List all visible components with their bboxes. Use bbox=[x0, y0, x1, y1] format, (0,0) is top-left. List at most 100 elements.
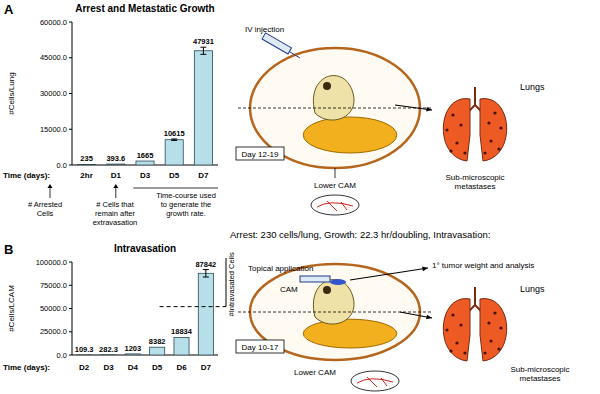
data-label: 109.3 bbox=[75, 345, 94, 354]
diagram-label: Day 12-19 bbox=[242, 150, 279, 159]
metastasis-dot bbox=[483, 351, 486, 354]
arrow-head bbox=[48, 184, 53, 188]
metastasis-dot bbox=[459, 323, 462, 326]
diagram-label: Lower CAM bbox=[314, 181, 356, 190]
y-axis bbox=[72, 262, 73, 355]
text-line: # Arrested bbox=[28, 200, 62, 209]
metastasis-dot bbox=[445, 128, 448, 131]
diagram-b: Topical applicationCAM1° tumor weight an… bbox=[236, 261, 570, 391]
bar bbox=[136, 161, 154, 165]
cam-membrane bbox=[351, 371, 399, 391]
applicator bbox=[300, 276, 330, 282]
annotation: # ArrestedCells bbox=[28, 200, 62, 218]
y-axis bbox=[72, 22, 73, 165]
x-axis bbox=[72, 355, 218, 356]
data-label: 1203 bbox=[124, 344, 141, 353]
bar bbox=[150, 347, 165, 355]
dashed-line bbox=[160, 306, 226, 307]
arrow-head bbox=[422, 267, 428, 272]
panel-letter: B bbox=[4, 242, 13, 257]
text-line: Sub-microscopic bbox=[510, 365, 569, 374]
connector bbox=[335, 168, 336, 178]
arrow-head bbox=[426, 107, 432, 112]
bar bbox=[77, 354, 92, 355]
metastasis-dot bbox=[489, 339, 492, 342]
error-cap bbox=[203, 269, 209, 270]
data-label: 8382 bbox=[149, 337, 166, 346]
metastasis-dot bbox=[493, 311, 496, 314]
bar bbox=[174, 337, 189, 355]
diagram-label: Lungs bbox=[520, 82, 545, 92]
bar bbox=[194, 51, 212, 165]
error-bar bbox=[200, 47, 206, 54]
day-box bbox=[236, 340, 284, 353]
metastasis-dot bbox=[499, 126, 502, 129]
diagram-label: 1° tumor weight and analysis bbox=[432, 261, 534, 270]
y-tick-label: 50000.0 bbox=[40, 304, 67, 313]
cam-icon bbox=[351, 371, 399, 391]
metastasis-dot bbox=[455, 141, 458, 144]
data-label: 235 bbox=[80, 154, 93, 163]
arrow-head bbox=[113, 184, 118, 188]
metastasis-dot bbox=[483, 151, 486, 154]
chart-title: Intravasation bbox=[114, 243, 176, 254]
arrow bbox=[395, 105, 432, 110]
error-cap bbox=[171, 140, 177, 141]
cam-vessels bbox=[357, 377, 393, 387]
x-tick-label: D7 bbox=[198, 171, 209, 180]
text-line: # Cells that bbox=[96, 200, 134, 209]
egg-icon bbox=[238, 264, 432, 360]
error-bar bbox=[203, 270, 209, 277]
lung-lobe bbox=[443, 99, 470, 161]
x-axis-label: Time (days): bbox=[3, 363, 50, 372]
arrow-head bbox=[426, 315, 432, 320]
y-axis-label: #Cells/LCAM bbox=[7, 285, 16, 332]
yolk bbox=[303, 117, 397, 153]
metastasis-dot bbox=[497, 147, 500, 150]
text-line: metastases bbox=[455, 182, 496, 191]
bar bbox=[165, 140, 183, 165]
bar bbox=[125, 354, 140, 355]
diagram-label: Day 10-17 bbox=[242, 343, 279, 352]
cam-membrane bbox=[311, 195, 359, 215]
cam-icon bbox=[311, 195, 359, 215]
syringe bbox=[262, 33, 291, 54]
annotation: Time-course usedto generate thegrowth ra… bbox=[156, 191, 216, 218]
yolk bbox=[303, 319, 397, 348]
data-label: 282.3 bbox=[99, 345, 118, 354]
bar bbox=[198, 273, 213, 355]
bar bbox=[78, 164, 96, 165]
y-tick-label: 0.0 bbox=[57, 351, 67, 360]
diagram-label: Sub-microscopicmetastases bbox=[445, 173, 504, 191]
y-axis-label: #Cells/Lung bbox=[7, 72, 16, 114]
error-cap bbox=[200, 47, 206, 48]
needle bbox=[290, 52, 300, 58]
lung-lobe bbox=[480, 299, 507, 361]
metastasis-dot bbox=[463, 351, 466, 354]
diagram-label: Lower CAM bbox=[294, 368, 336, 377]
x-tick-label: D2 bbox=[79, 363, 90, 372]
tumor-graft bbox=[330, 279, 346, 285]
diagram-label: CAM bbox=[280, 285, 298, 294]
y-tick-label: 100000.0 bbox=[36, 258, 67, 267]
metastasis-dot bbox=[493, 111, 496, 114]
embryo bbox=[313, 280, 354, 324]
arrow bbox=[350, 268, 428, 280]
text-line: Cells bbox=[37, 209, 54, 218]
summary: Arrest: 230 cells/lung, Growth: 22.3 hr/… bbox=[230, 229, 490, 240]
metastasis-dot bbox=[487, 121, 490, 124]
metastasis-dot bbox=[499, 326, 502, 329]
annotation: #Intravasated Cells bbox=[227, 252, 236, 316]
text-line: Sub-microscopic bbox=[445, 173, 504, 182]
metastasis-dot bbox=[445, 328, 448, 331]
error-line bbox=[203, 47, 204, 54]
embryo-eye bbox=[323, 82, 331, 90]
y-tick-label: 60000.0 bbox=[40, 18, 67, 27]
day-box bbox=[236, 147, 284, 160]
bar bbox=[107, 164, 125, 165]
annotation: # Cells thatremain afterextravasation bbox=[93, 200, 138, 227]
lungs-icon bbox=[443, 87, 506, 161]
diagram-label: Sub-microscopicmetastases bbox=[510, 365, 569, 383]
y-tick-label: 75000.0 bbox=[40, 281, 67, 290]
metastasis-dot bbox=[451, 113, 454, 116]
